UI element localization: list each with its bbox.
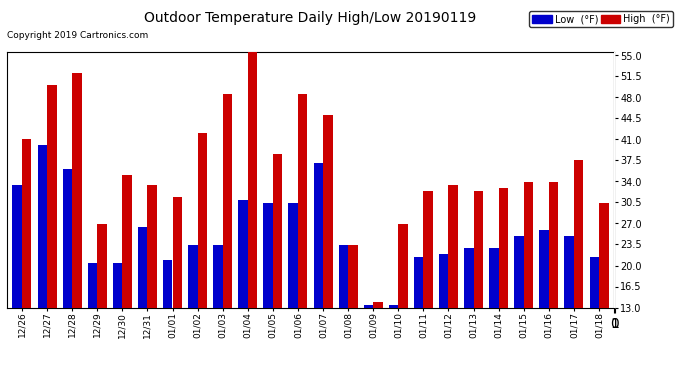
- Bar: [264, 202, 273, 308]
- Bar: [298, 94, 308, 308]
- Bar: [414, 256, 424, 307]
- Bar: [589, 256, 599, 307]
- Bar: [323, 116, 333, 308]
- Bar: [138, 226, 148, 308]
- Bar: [122, 176, 132, 308]
- Bar: [524, 182, 533, 308]
- Bar: [549, 182, 558, 308]
- Bar: [398, 224, 408, 308]
- Bar: [339, 244, 348, 308]
- Bar: [238, 200, 248, 308]
- Legend: Low  (°F), High  (°F): Low (°F), High (°F): [529, 12, 673, 27]
- Bar: [112, 262, 122, 308]
- Bar: [313, 164, 323, 308]
- Text: Outdoor Temperature Daily High/Low 20190119: Outdoor Temperature Daily High/Low 20190…: [144, 11, 477, 25]
- Bar: [514, 236, 524, 308]
- Bar: [63, 170, 72, 308]
- Bar: [12, 184, 22, 308]
- Bar: [37, 146, 47, 308]
- Bar: [223, 94, 233, 308]
- Bar: [72, 74, 81, 308]
- Bar: [540, 230, 549, 308]
- Bar: [88, 262, 97, 308]
- Bar: [373, 302, 383, 307]
- Bar: [448, 184, 458, 308]
- Bar: [464, 248, 473, 308]
- Bar: [388, 304, 398, 307]
- Bar: [288, 202, 298, 308]
- Bar: [188, 244, 197, 308]
- Bar: [213, 244, 223, 308]
- Bar: [273, 154, 282, 308]
- Bar: [348, 244, 357, 308]
- Bar: [424, 190, 433, 308]
- Bar: [197, 134, 207, 308]
- Bar: [22, 140, 32, 308]
- Bar: [473, 190, 483, 308]
- Bar: [489, 248, 499, 308]
- Bar: [364, 304, 373, 307]
- Bar: [439, 254, 449, 308]
- Bar: [148, 184, 157, 308]
- Bar: [574, 160, 584, 308]
- Text: Copyright 2019 Cartronics.com: Copyright 2019 Cartronics.com: [7, 30, 148, 39]
- Bar: [564, 236, 574, 308]
- Bar: [97, 224, 107, 308]
- Bar: [499, 188, 509, 308]
- Bar: [172, 196, 182, 308]
- Bar: [599, 202, 609, 308]
- Bar: [163, 260, 172, 308]
- Bar: [248, 53, 257, 308]
- Bar: [47, 86, 57, 308]
